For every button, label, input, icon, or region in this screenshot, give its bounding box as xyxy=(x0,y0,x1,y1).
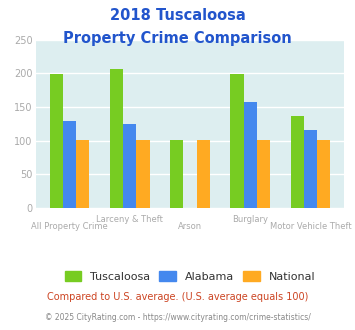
Bar xyxy=(50,74,63,208)
Text: Compared to U.S. average. (U.S. average equals 100): Compared to U.S. average. (U.S. average … xyxy=(47,292,308,302)
Text: Burglary: Burglary xyxy=(232,215,268,224)
Bar xyxy=(257,140,270,208)
Bar xyxy=(76,140,89,208)
Legend: Tuscaloosa, Alabama, National: Tuscaloosa, Alabama, National xyxy=(60,267,320,286)
Bar xyxy=(170,140,183,208)
Text: © 2025 CityRating.com - https://www.cityrating.com/crime-statistics/: © 2025 CityRating.com - https://www.city… xyxy=(45,313,310,322)
Bar xyxy=(63,121,76,208)
Text: Property Crime Comparison: Property Crime Comparison xyxy=(63,31,292,46)
Text: Arson: Arson xyxy=(178,222,202,231)
Text: All Property Crime: All Property Crime xyxy=(31,222,108,231)
Bar xyxy=(304,130,317,208)
Bar xyxy=(197,140,210,208)
Bar xyxy=(244,102,257,208)
Bar xyxy=(290,116,304,208)
Bar xyxy=(123,124,136,208)
Bar xyxy=(317,140,330,208)
Text: Larceny & Theft: Larceny & Theft xyxy=(96,215,163,224)
Bar xyxy=(230,74,244,208)
Text: Motor Vehicle Theft: Motor Vehicle Theft xyxy=(269,222,351,231)
Text: 2018 Tuscaloosa: 2018 Tuscaloosa xyxy=(110,8,245,23)
Bar xyxy=(136,140,149,208)
Bar xyxy=(110,69,123,208)
